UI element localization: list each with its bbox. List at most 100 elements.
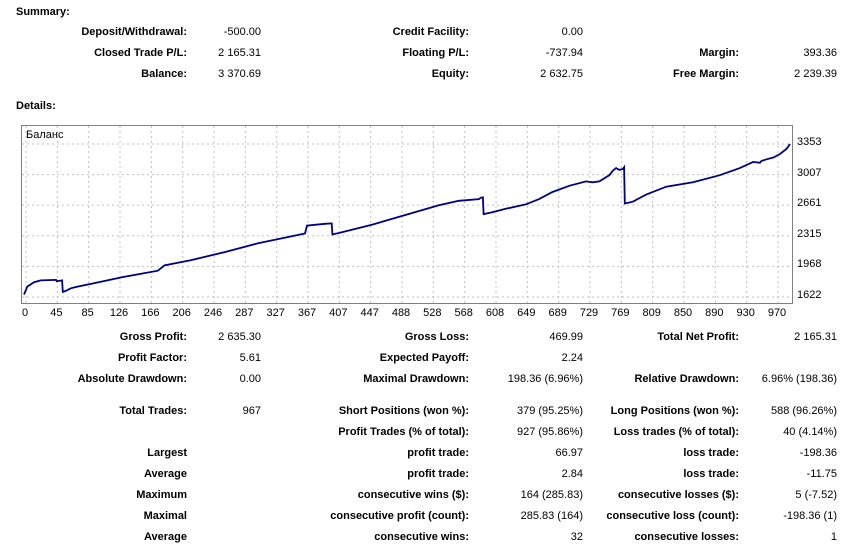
summary-label: Deposit/Withdrawal: (81, 26, 187, 38)
stats-label: Average (143, 468, 187, 480)
stats-label: consecutive losses ($): (617, 489, 739, 501)
x-tick-label: 649 (517, 307, 536, 319)
summary-label: Balance: (141, 68, 187, 80)
x-tick-label: 287 (235, 307, 254, 319)
stats-value: 5 (-7.52) (795, 489, 837, 501)
details-title: Details: (16, 100, 56, 112)
summary-label: Equity: (431, 68, 469, 80)
x-tick-label: 447 (360, 307, 379, 319)
stats-label: consecutive losses: (634, 531, 739, 543)
stats-label: consecutive profit (count): (330, 510, 469, 522)
x-tick-label: 0 (21, 307, 29, 319)
stats-value: 2.84 (561, 468, 583, 480)
summary-value: 2 632.75 (540, 68, 583, 80)
stats-value: 32 (570, 531, 583, 543)
stats-label: consecutive wins ($): (357, 489, 469, 501)
summary-value: 0.00 (561, 26, 583, 38)
x-tick-label: 367 (297, 307, 317, 319)
x-tick-label: 850 (673, 307, 693, 319)
summary-value: 2 239.39 (794, 68, 837, 80)
x-tick-label: 206 (172, 307, 191, 319)
y-tick-label: 2661 (797, 197, 822, 210)
summary-value: -500.00 (223, 26, 261, 38)
stats-label: Average (143, 531, 187, 543)
balance-chart-plot (22, 126, 792, 303)
summary-label: Credit Facility: (392, 26, 469, 38)
stats-value: 967 (242, 405, 261, 417)
summary-value: 3 370.69 (218, 68, 261, 80)
summary-value: 393.36 (803, 47, 837, 59)
stats-value: 0.00 (239, 373, 261, 385)
stats-label: Total Trades: (119, 405, 187, 417)
stats-value: 2.24 (561, 352, 583, 364)
stats-value: 2 165.31 (794, 331, 837, 343)
stats-label: Maximal (143, 510, 187, 522)
x-tick-label: 488 (391, 307, 411, 319)
x-tick-label: 568 (454, 307, 473, 319)
stats-label: profit trade: (407, 468, 469, 480)
x-tick-label: 729 (579, 307, 599, 319)
x-tick-label: 327 (266, 307, 285, 319)
x-tick-label: 126 (109, 307, 129, 319)
summary-label: Floating P/L: (402, 47, 469, 59)
x-tick-label: 407 (329, 307, 348, 319)
x-tick-label: 85 (81, 307, 94, 319)
stats-label: profit trade: (407, 447, 469, 459)
x-tick-label: 528 (423, 307, 442, 319)
balance-line (23, 143, 791, 295)
stats-label: consecutive loss (count): (606, 510, 739, 522)
x-tick-label: 166 (141, 307, 160, 319)
y-tick-label: 3353 (797, 136, 822, 148)
stats-label: Profit Trades (% of total): (338, 426, 469, 438)
x-tick-label: 809 (642, 307, 661, 319)
stats-label: Gross Profit: (119, 331, 187, 343)
stats-value: 2 635.30 (218, 331, 261, 343)
x-tick-label: 930 (736, 307, 755, 319)
stats-label: Loss trades (% of total): (613, 426, 739, 438)
stats-label: Maximum (136, 489, 187, 501)
stats-value: 927 (95.86%) (516, 426, 583, 438)
stats-label: Relative Drawdown: (634, 373, 739, 385)
stats-value: -198.36 (1) (783, 510, 837, 522)
stats-label: Profit Factor: (117, 352, 187, 364)
summary-label: Closed Trade P/L: (94, 47, 187, 59)
chart-title: Баланс (26, 129, 64, 141)
stats-label: Short Positions (won %): (338, 405, 469, 417)
stats-label: Total Net Profit: (657, 331, 739, 343)
balance-chart: Баланс (21, 125, 793, 304)
y-tick-label: 3007 (797, 166, 822, 179)
stats-label: loss trade: (683, 468, 739, 480)
stats-value: 285.83 (164) (520, 510, 583, 522)
stats-value: 5.61 (239, 352, 261, 364)
y-tick-label: 1968 (797, 258, 822, 271)
stats-label: Gross Loss: (404, 331, 469, 343)
summary-title: Summary: (16, 6, 70, 18)
y-tick-label: 1622 (797, 289, 822, 301)
x-tick-label: 608 (485, 307, 505, 319)
summary-value: 2 165.31 (218, 47, 261, 59)
stats-label: Long Positions (won %): (610, 405, 739, 417)
summary-value: -737.94 (545, 47, 583, 59)
stats-value: 379 (95.25%) (516, 405, 583, 417)
stats-value: 40 (4.14%) (783, 426, 837, 438)
summary-label: Margin: (699, 47, 739, 59)
stats-value: 198.36 (6.96%) (507, 373, 583, 385)
stats-value: -198.36 (799, 447, 837, 459)
stats-value: 164 (285.83) (520, 489, 583, 501)
stats-value: 66.97 (555, 447, 583, 459)
stats-value: 588 (96.26%) (770, 405, 837, 417)
x-tick-label: 246 (203, 307, 223, 319)
stats-value: 1 (830, 531, 837, 543)
x-tick-label: 45 (50, 307, 63, 319)
stats-label: Maximal Drawdown: (363, 373, 469, 385)
x-tick-label: 689 (548, 307, 567, 319)
summary-label: Free Margin: (672, 68, 739, 80)
x-tick-label: 769 (611, 307, 630, 319)
x-tick-label: 890 (705, 307, 724, 319)
stats-value: 6.96% (198.36) (761, 373, 837, 385)
stats-label: Absolute Drawdown: (77, 373, 187, 385)
y-tick-label: 2315 (797, 227, 822, 240)
x-tick-label: 970 (767, 307, 787, 319)
stats-value: 469.99 (549, 331, 583, 343)
stats-label: Expected Payoff: (379, 352, 469, 364)
